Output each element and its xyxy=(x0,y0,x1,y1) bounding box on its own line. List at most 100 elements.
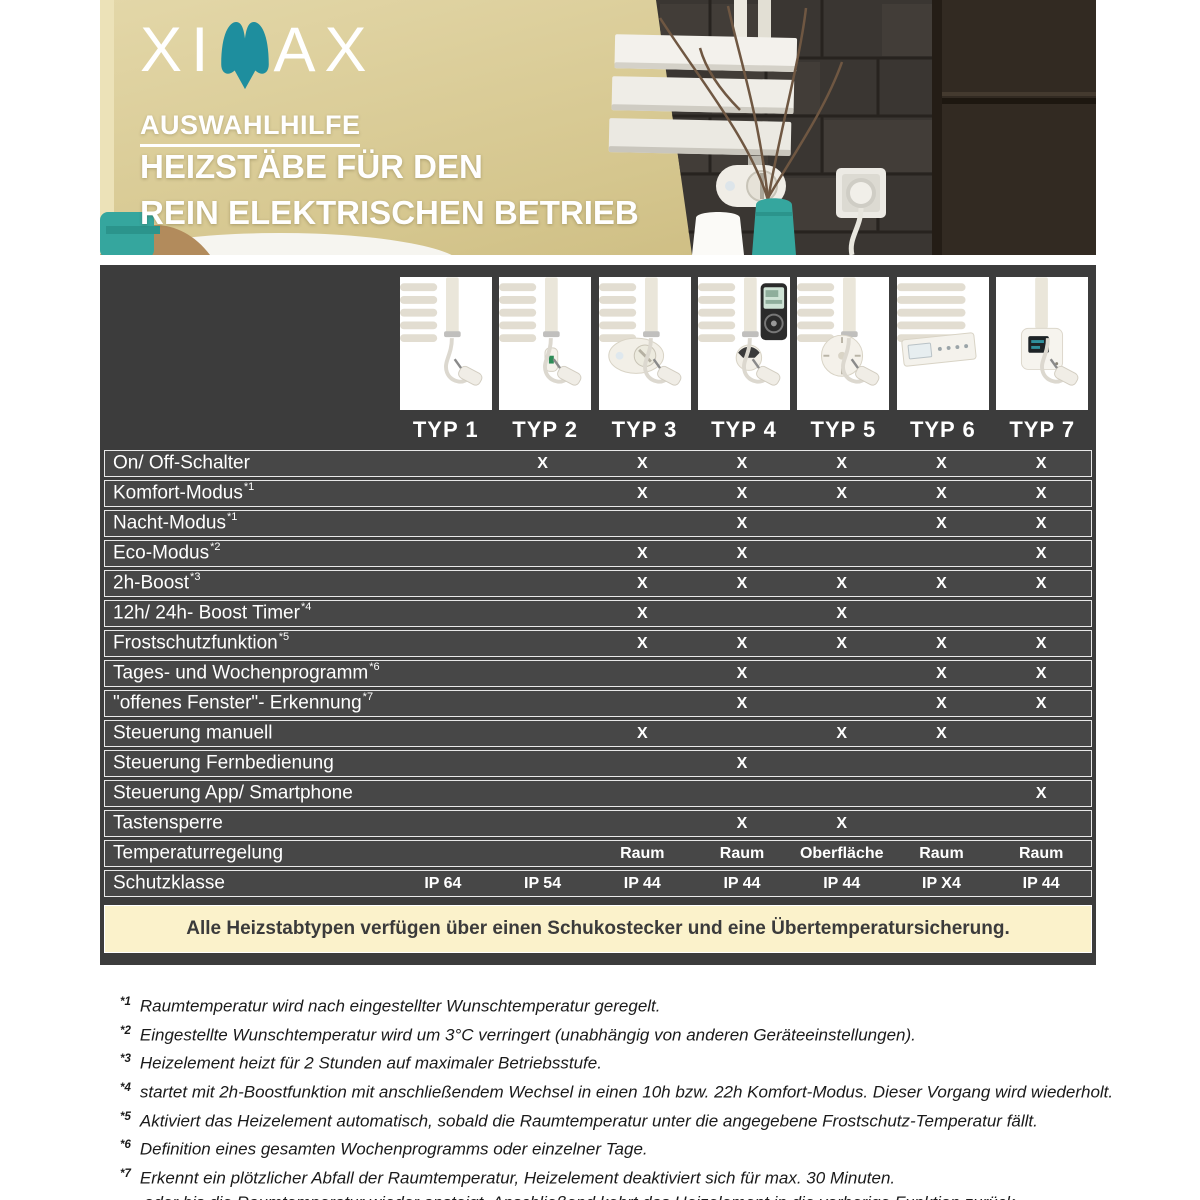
table-row: Frostschutzfunktion*5 X X X X X xyxy=(104,630,1092,657)
logo-text-suffix: AX xyxy=(273,15,376,85)
header-spacer xyxy=(104,277,396,443)
table-row: 12h/ 24h- Boost Timer*4 X X xyxy=(104,600,1092,627)
bathroom-scene-illustration xyxy=(100,0,1096,255)
feature-value-typ4: X xyxy=(736,694,748,712)
feature-value-typ3: X xyxy=(636,724,648,742)
hero-title-line1: HEIZSTÄBE FÜR DEN xyxy=(140,148,483,185)
feature-value-typ3: X xyxy=(636,634,648,652)
feature-value-typ5: X xyxy=(836,574,848,592)
feature-value-typ5: Oberfläche xyxy=(799,844,884,862)
feature-value-typ3: X xyxy=(636,604,648,622)
feature-value-typ3: X xyxy=(636,544,648,562)
feature-value-typ5: IP 44 xyxy=(823,874,861,892)
feature-label: Nacht-Modus*1 xyxy=(113,511,238,534)
feature-value-typ6: X xyxy=(936,724,947,742)
feature-value-typ3: Raum xyxy=(620,844,665,862)
feature-value-typ7: X xyxy=(1035,514,1047,532)
column-label: TYP 6 xyxy=(909,417,976,442)
feature-label: Steuerung manuell xyxy=(113,722,273,744)
ximax-m-icon xyxy=(220,21,269,90)
radiator-heating-rod-thermostat-knob xyxy=(797,277,890,410)
feature-value-typ6: X xyxy=(936,634,947,652)
feature-value-typ4: X xyxy=(736,754,748,772)
footnotes: *1 Raumtemperatur wird nach eingestellter… xyxy=(120,993,1114,1200)
feature-value-typ7: X xyxy=(1035,634,1047,652)
feature-label: 12h/ 24h- Boost Timer*4 xyxy=(113,601,312,624)
feature-value-typ3: IP 44 xyxy=(623,874,661,892)
radiator-heating-rod-smart-box xyxy=(996,277,1089,410)
feature-value-typ7: X xyxy=(1035,694,1047,712)
feature-label: "offenes Fenster"- Erkennung*7 xyxy=(113,691,374,714)
feature-value-typ5: X xyxy=(836,724,848,742)
table-row: Eco-Modus*2 X X X xyxy=(104,540,1092,567)
column-typ6: TYP 6 xyxy=(893,277,992,443)
feature-value-typ7: X xyxy=(1035,544,1047,562)
feature-value-typ2: IP 54 xyxy=(524,874,562,892)
feature-label: Eco-Modus*2 xyxy=(113,541,221,564)
column-typ7: TYP 7 xyxy=(993,277,1092,443)
table-row: Komfort-Modus*1 X X X X X xyxy=(104,480,1092,507)
hero-banner: XI AX AUSWAHLHILFE HEIZSTÄBE FÜR DEN REI… xyxy=(100,0,1096,255)
feature-value-typ5: X xyxy=(836,814,848,832)
feature-value-typ4: Raum xyxy=(719,844,765,862)
footer-note-bar: Alle Heizstabtypen verfügen über einen S… xyxy=(104,905,1092,953)
ximax-logo: XI AX xyxy=(140,14,376,92)
feature-value-typ4: X xyxy=(736,544,748,562)
feature-value-typ5: X xyxy=(836,634,848,652)
feature-value-typ7: IP 44 xyxy=(1022,874,1060,892)
footnote: *6 Definition eines gesamten Wochenprogra… xyxy=(120,1139,648,1159)
table-header-row: TYP 1 TYP 2 TYP 3 TYP 4 TYP 5 TYP 6 TYP 7 xyxy=(104,277,1092,443)
feature-value-typ7: X xyxy=(1035,484,1047,502)
feature-label: On/ Off-Schalter xyxy=(113,452,250,474)
table-row: Steuerung manuell X X X xyxy=(104,720,1092,747)
comparison-table: TYP 1 TYP 2 TYP 3 TYP 4 TYP 5 TYP 6 TYP 7 On/ … xyxy=(100,265,1096,965)
feature-value-typ4: X xyxy=(736,814,748,832)
hero-title-line2: REIN ELEKTRISCHEN BETRIEB xyxy=(140,194,639,231)
feature-value-typ6: X xyxy=(936,514,947,532)
feature-value-typ7: X xyxy=(1035,664,1047,682)
footnote: *1 Raumtemperatur wird nach eingestellter… xyxy=(120,996,661,1016)
feature-value-typ6: X xyxy=(936,454,947,472)
feature-value-typ7: X xyxy=(1035,784,1047,802)
feature-value-typ6: X xyxy=(936,694,947,712)
table-and-vases xyxy=(100,198,796,255)
feature-label: Tastensperre xyxy=(113,812,223,834)
feature-value-typ5: X xyxy=(836,454,848,472)
column-label: TYP 1 xyxy=(412,417,479,442)
column-typ4: TYP 4 xyxy=(694,277,793,443)
column-label: TYP 7 xyxy=(1009,417,1076,442)
footnote: *5 Aktiviert das Heizelement automatisch,… xyxy=(120,1110,1038,1131)
radiator-heating-rod-dial-controller xyxy=(598,277,691,410)
feature-value-typ4: X xyxy=(736,574,748,592)
table-row: On/ Off-Schalter X X X X X X xyxy=(104,450,1092,477)
feature-value-typ1: IP 64 xyxy=(424,874,462,892)
cabinet xyxy=(932,0,1096,255)
feature-label: Steuerung Fernbedienung xyxy=(113,752,334,774)
column-label: TYP 4 xyxy=(711,417,777,442)
table-row: Schutzklasse IP 64 IP 54 IP 44 IP 44 IP 44 IP … xyxy=(104,870,1092,897)
table-row: 2h-Boost*3 X X X X X xyxy=(104,570,1092,597)
table-row: "offenes Fenster"- Erkennung*7 X X X xyxy=(104,690,1092,717)
feature-value-typ3: X xyxy=(636,574,648,592)
feature-value-typ7: X xyxy=(1035,454,1047,472)
feature-value-typ4: X xyxy=(736,664,748,682)
branch-decoration xyxy=(658,5,844,201)
feature-label: Tages- und Wochenprogramm*6 xyxy=(113,661,380,684)
column-label: TYP 2 xyxy=(512,417,578,442)
radiator-heating-rod-control-panel xyxy=(896,277,989,410)
table-row: Steuerung Fernbedienung X xyxy=(104,750,1092,777)
radiator-heating-rod-plain-cable xyxy=(399,277,492,410)
footnote-continuation: oder bis die Raumtemperatur wieder anste… xyxy=(144,1193,1100,1200)
footnote: *4 startet mit 2h-Boostfunktion mit ansch… xyxy=(120,1081,1114,1102)
feature-label: 2h-Boost*3 xyxy=(113,571,201,594)
table-rows: On/ Off-Schalter X X X X X X Komfort-Modus*1 X X X… xyxy=(104,450,1092,897)
radiator-heating-rod-remote-control xyxy=(697,277,790,410)
column-typ1: TYP 1 xyxy=(396,277,495,443)
feature-value-typ4: IP 44 xyxy=(723,874,761,892)
table-row: Steuerung App/ Smartphone X xyxy=(104,780,1092,807)
table-row: Tages- und Wochenprogramm*6 X X X xyxy=(104,660,1092,687)
footnote: *2 Eingestellte Wunschtemperatur wird um … xyxy=(120,1024,916,1045)
column-label: TYP 5 xyxy=(810,417,877,442)
feature-value-typ2: X xyxy=(537,454,548,472)
